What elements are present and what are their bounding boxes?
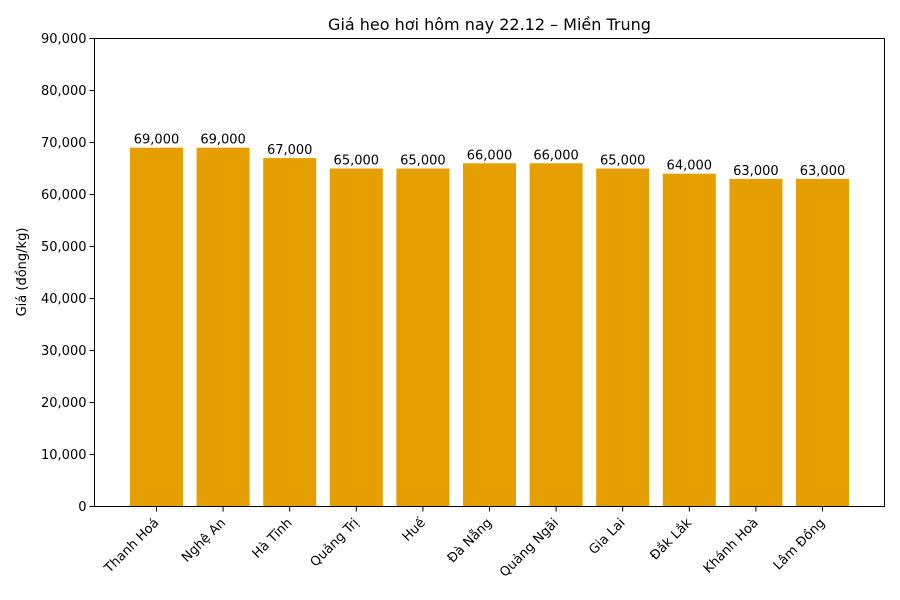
x-tick-label: Hà Tĩnh (250, 516, 296, 562)
y-tick-label: 50,000 (41, 240, 87, 255)
bar (662, 173, 716, 507)
bar-value-label: 67,000 (267, 143, 313, 158)
y-tick-label: 90,000 (41, 32, 87, 47)
bar-value-label: 63,000 (733, 164, 779, 179)
y-tick-label: 60,000 (41, 188, 87, 203)
bar (729, 178, 783, 507)
x-tick-label: Huế (400, 516, 429, 545)
x-tick-label: Nghệ An (179, 516, 229, 566)
y-tick-label: 10,000 (41, 448, 87, 463)
bar-value-label: 65,000 (600, 154, 646, 169)
bar (329, 168, 383, 507)
bar-value-label: 69,000 (134, 133, 180, 148)
bar-value-label: 65,000 (400, 154, 446, 169)
x-tick-label: Đắk Lắk (647, 515, 695, 563)
bar-value-labels: 69,000 69,000 67,000 65,000 65,000 66,000 66,0… (134, 133, 846, 179)
x-tick-label: Đà Nẵng (445, 516, 495, 566)
bar-value-label: 69,000 (200, 133, 246, 148)
plot-frame (94, 38, 885, 507)
bar (596, 168, 650, 507)
chart-title: Giá heo hơi hôm nay 22.12 – Miền Trung (328, 15, 651, 34)
bar (196, 147, 250, 507)
y-tick-label: 70,000 (41, 136, 87, 151)
y-tick-label: 30,000 (41, 344, 87, 359)
y-tick-label: 40,000 (41, 292, 87, 307)
bar-value-label: 63,000 (800, 164, 846, 179)
y-tick-label: 20,000 (41, 396, 87, 411)
y-tick-label: 80,000 (41, 84, 87, 99)
x-axis: Thanh Hoá Nghệ An Hà Tĩnh Quảng Trị Huế Đà Nẵ… (101, 506, 829, 581)
bar-value-label: 64,000 (667, 159, 713, 174)
x-tick-label: Quảng Ngãi (497, 516, 562, 581)
bar (130, 147, 183, 507)
bar (529, 163, 583, 507)
bars-group (130, 147, 849, 507)
bar (796, 178, 849, 507)
x-tick-label: Quảng Trị (308, 516, 362, 570)
y-axis-label: Giá (đồng/kg) (15, 228, 30, 317)
bar-value-label: 65,000 (334, 154, 380, 169)
bar-value-label: 66,000 (467, 148, 513, 163)
x-tick-label: Gia Lai (586, 516, 628, 558)
x-tick-label: Thanh Hoá (101, 516, 162, 577)
bar-value-label: 66,000 (533, 148, 579, 163)
y-tick-label: 0 (78, 500, 86, 515)
y-axis: 0 10,000 20,000 30,000 40,000 50,000 60,000 70,… (41, 32, 95, 515)
x-tick-label: Khánh Hoà (701, 516, 762, 577)
x-tick-label: Lâm Đồng (771, 516, 829, 574)
bar (263, 158, 317, 507)
bar (463, 163, 516, 507)
bar (396, 168, 450, 507)
